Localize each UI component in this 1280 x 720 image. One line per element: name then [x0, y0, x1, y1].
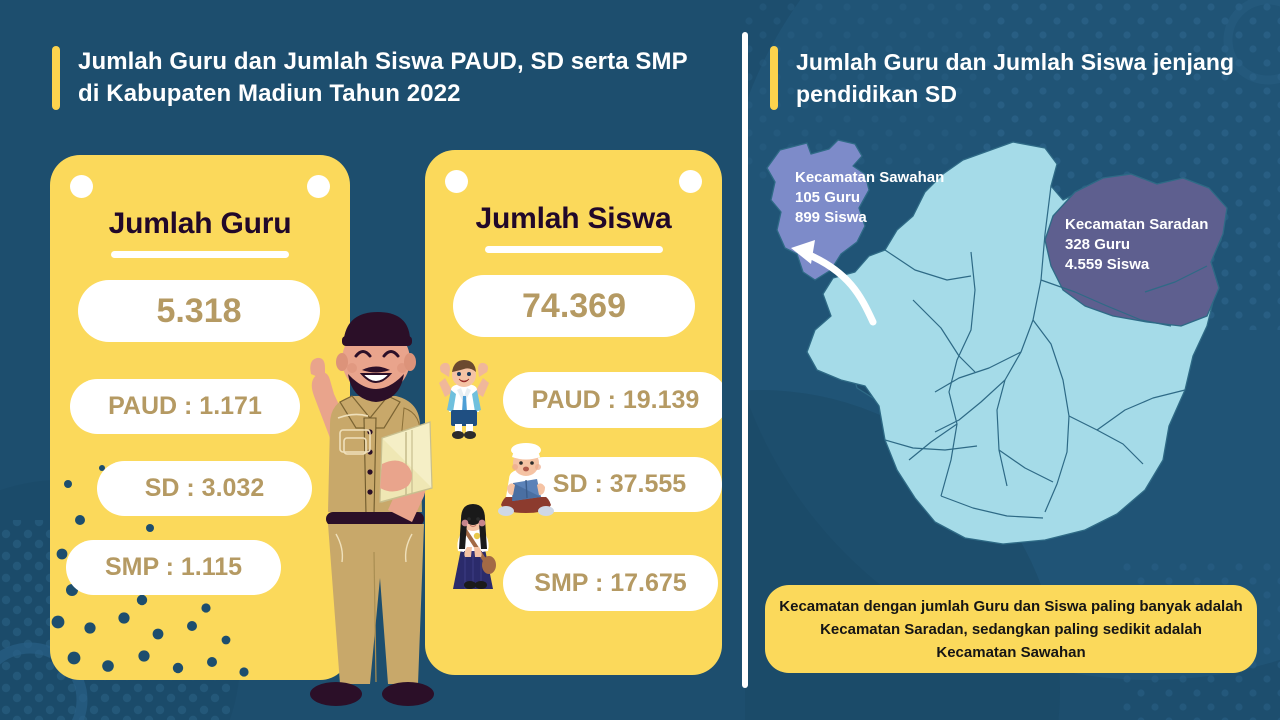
siswa-paud-pill: PAUD : 19.139 [503, 372, 722, 428]
student-girl-illustration [453, 504, 496, 589]
map-label-saradan-guru: 328 Guru [1065, 236, 1131, 253]
summary-note-box: Kecamatan dengan jumlah Guru dan Siswa p… [765, 585, 1257, 673]
card-title-guru: Jumlah Guru [108, 207, 292, 240]
student-cheering-illustration [439, 360, 489, 439]
student-reading-illustration [498, 443, 554, 516]
siswa-total-pill: 74.369 [453, 275, 695, 337]
map-label-saradan: Kecamatan Saradan 328 Guru 4.559 Siswa [1065, 215, 1208, 275]
card-title-underline [484, 246, 663, 253]
card-hole-right [307, 175, 330, 198]
map-pointer-arrow [791, 240, 877, 326]
map-label-sawahan-guru: 105 Guru [795, 189, 861, 206]
right-title-block: Jumlah Guru dan Jumlah Siswa jenjang pen… [770, 46, 1240, 110]
card-title-underline [111, 251, 289, 258]
title-accent-bar [770, 46, 778, 110]
right-panel: Jumlah Guru dan Jumlah Siswa jenjang pen… [745, 0, 1280, 720]
left-title-block: Jumlah Guru dan Jumlah Siswa PAUD, SD se… [52, 46, 712, 110]
map-label-saradan-name: Kecamatan Saradan [1065, 216, 1209, 233]
map-region-sawahan [766, 139, 870, 281]
card-title-siswa: Jumlah Siswa [475, 202, 672, 235]
map-container: Kecamatan Sawahan 105 Guru 899 Siswa Kec… [745, 130, 1280, 570]
map-label-sawahan-name: Kecamatan Sawahan [795, 169, 945, 186]
guru-paud-pill: PAUD : 1.171 [70, 379, 300, 434]
card-hole-right [679, 170, 702, 193]
summary-note-text: Kecamatan dengan jumlah Guru dan Siswa p… [779, 597, 1243, 661]
page-title-right: Jumlah Guru dan Jumlah Siswa jenjang pen… [796, 49, 1235, 107]
guru-total-pill: 5.318 [78, 280, 320, 342]
map-kabupaten-madiun [766, 139, 1228, 545]
guru-smp-pill: SMP : 1.115 [66, 540, 281, 595]
card-hole-left [70, 175, 93, 198]
map-label-saradan-siswa: 4.559 Siswa [1065, 256, 1150, 273]
siswa-smp-pill: SMP : 17.675 [503, 555, 718, 611]
card-jumlah-guru: Jumlah Guru 5.318 PAUD : 1.171 SD : 3.03… [50, 155, 350, 680]
siswa-sd-pill: SD : 37.555 [517, 457, 722, 512]
title-accent-bar [52, 46, 60, 110]
map-label-sawahan: Kecamatan Sawahan 105 Guru 899 Siswa [795, 168, 944, 228]
panel-divider [742, 32, 748, 688]
guru-sd-pill: SD : 3.032 [97, 461, 312, 516]
left-panel: Jumlah Guru dan Jumlah Siswa PAUD, SD se… [50, 46, 722, 706]
teacher-illustration [310, 312, 434, 706]
card-hole-left [445, 170, 468, 193]
page-title-left: Jumlah Guru dan Jumlah Siswa PAUD, SD se… [78, 48, 688, 107]
map-region-saradan [1044, 173, 1228, 327]
map-label-sawahan-siswa: 899 Siswa [795, 209, 867, 226]
